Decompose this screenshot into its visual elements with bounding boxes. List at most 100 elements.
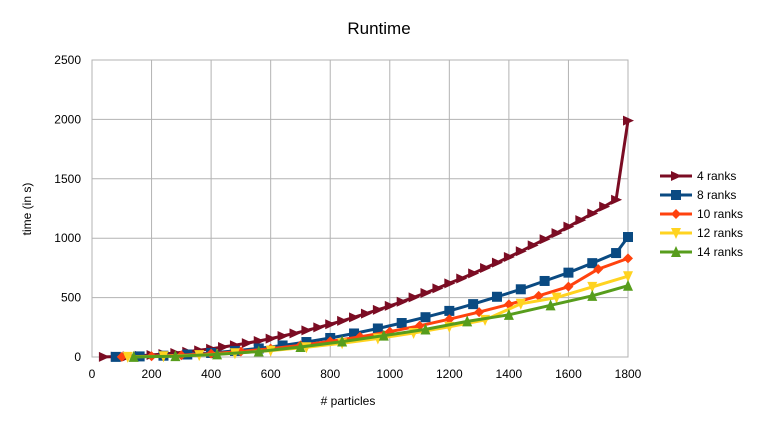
data-point <box>372 323 383 334</box>
data-point <box>468 268 480 279</box>
data-point <box>337 335 348 347</box>
data-point <box>587 289 598 301</box>
data-point <box>623 279 633 291</box>
data-point <box>503 251 515 262</box>
data-point <box>313 322 325 333</box>
legend-item: 14 ranks <box>660 245 743 259</box>
legend-item: 8 ranks <box>660 188 736 202</box>
data-point <box>563 267 574 278</box>
data-point <box>551 292 562 304</box>
data-point <box>444 278 456 289</box>
legend-label: 4 ranks <box>697 169 736 183</box>
data-point <box>432 283 444 294</box>
y-tick-label: 500 <box>61 291 81 305</box>
data-point <box>587 281 598 293</box>
data-point <box>587 208 599 219</box>
data-point <box>623 271 633 283</box>
y-axis-title: time (in s) <box>20 183 34 236</box>
plot-area-border <box>91 59 629 358</box>
data-point <box>128 350 139 362</box>
x-axis-title: # particles <box>321 394 376 408</box>
data-point <box>420 287 432 298</box>
data-point <box>218 342 230 353</box>
legend: 4 ranks 8 ranks 10 ranks 12 ranks 14 ranks <box>660 169 743 259</box>
legend-label: 8 ranks <box>697 188 736 202</box>
data-point <box>491 291 502 302</box>
data-point <box>545 299 556 311</box>
x-tick-label: 200 <box>142 367 162 381</box>
data-point <box>527 240 539 251</box>
data-point <box>623 232 633 243</box>
legend-marker <box>671 209 681 219</box>
data-point <box>301 337 312 348</box>
data-point <box>462 315 473 327</box>
data-point <box>277 340 288 351</box>
data-point <box>456 273 468 284</box>
series-line <box>127 274 629 359</box>
x-tick-label: 0 <box>89 367 96 381</box>
data-point <box>491 257 503 268</box>
legend-item: 10 ranks <box>660 207 743 221</box>
data-point <box>420 323 431 335</box>
data-point <box>599 201 611 212</box>
gridlines <box>92 60 628 357</box>
data-point <box>480 263 492 274</box>
data-point <box>325 319 337 330</box>
series-5 <box>128 279 633 362</box>
legend-marker <box>671 171 682 181</box>
legend-marker <box>671 246 681 257</box>
data-point <box>277 330 289 341</box>
data-point <box>593 264 604 275</box>
data-point <box>563 221 575 232</box>
data-point <box>396 318 407 329</box>
data-point <box>551 228 563 239</box>
data-point <box>474 307 485 318</box>
data-point <box>587 258 598 269</box>
data-point <box>170 350 181 362</box>
data-point <box>533 290 544 301</box>
y-tick-label: 2500 <box>54 53 81 67</box>
data-point <box>563 281 574 292</box>
legend-marker <box>671 228 681 239</box>
x-tick-label: 1200 <box>436 367 463 381</box>
data-point <box>503 299 514 310</box>
data-point <box>372 304 384 315</box>
data-point <box>241 338 253 349</box>
x-tick-label: 400 <box>201 367 221 381</box>
data-point <box>539 275 550 286</box>
data-point <box>444 305 455 316</box>
y-tick-label: 1000 <box>54 231 81 245</box>
x-tick-label: 600 <box>261 367 281 381</box>
series-1 <box>98 115 634 362</box>
data-point <box>623 253 633 264</box>
legend-label: 12 ranks <box>697 226 743 240</box>
data-point <box>468 299 479 310</box>
data-point <box>396 296 408 307</box>
data-point <box>515 246 527 257</box>
legend-label: 10 ranks <box>697 207 743 221</box>
y-axis-ticks: 0 500 1000 1500 2000 2500 <box>54 53 81 364</box>
y-tick-label: 2000 <box>54 112 81 126</box>
x-tick-label: 1400 <box>496 367 523 381</box>
data-point <box>253 345 264 357</box>
data-point <box>539 234 551 245</box>
x-tick-label: 1000 <box>376 367 403 381</box>
legend-marker <box>671 190 681 200</box>
data-point <box>503 308 514 320</box>
series-layer <box>98 115 634 363</box>
data-point <box>384 300 396 311</box>
legend-item: 12 ranks <box>660 226 743 240</box>
legend-item: 4 ranks <box>660 169 736 183</box>
data-point <box>420 312 431 323</box>
x-tick-label: 1600 <box>555 367 582 381</box>
data-point <box>611 248 622 259</box>
data-point <box>515 298 526 310</box>
data-point <box>360 308 372 319</box>
data-point <box>378 329 389 341</box>
data-point <box>349 328 360 339</box>
data-point <box>295 341 306 353</box>
data-point <box>265 333 277 344</box>
chart-title: Runtime <box>347 19 410 38</box>
x-tick-label: 1800 <box>615 367 642 381</box>
